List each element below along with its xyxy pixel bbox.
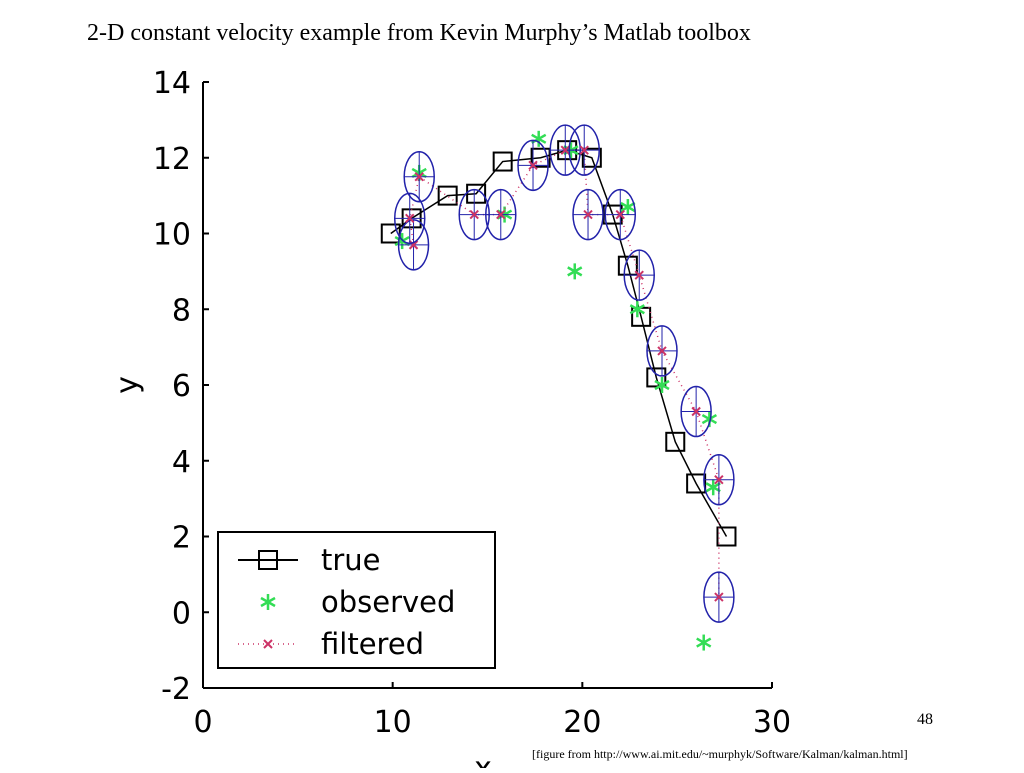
- star-stroke: [701, 414, 718, 425]
- y-tick-label: 14: [153, 66, 191, 101]
- star-stroke: [260, 596, 276, 608]
- filtered-marker: [405, 213, 415, 224]
- filtered-marker: [414, 171, 424, 182]
- observed-marker: [654, 377, 670, 393]
- page-number: 48: [917, 711, 933, 728]
- true-marker: [466, 183, 487, 204]
- y-tick-label: 2: [172, 521, 191, 556]
- y-tick-label: 12: [153, 142, 191, 177]
- star-stroke: [620, 201, 636, 213]
- y-tick-label: -2: [161, 672, 191, 707]
- x-stroke: [560, 145, 570, 155]
- x-stroke: [657, 346, 667, 356]
- x-stroke: [714, 474, 724, 485]
- legend-label: filtered: [321, 627, 424, 661]
- true-marker: [716, 526, 737, 547]
- filtered-marker: [528, 160, 538, 171]
- x-stroke: [414, 171, 424, 182]
- x-tick-label: 20: [563, 705, 601, 740]
- x-stroke: [691, 406, 701, 417]
- x-stroke: [634, 270, 644, 280]
- true-marker: [530, 147, 551, 168]
- star-stroke: [567, 266, 583, 277]
- observed-marker: [696, 634, 712, 651]
- filtered-marker: [714, 592, 724, 602]
- star-stroke: [629, 304, 645, 315]
- legend-marker: [258, 550, 278, 570]
- x-tick-label: 0: [193, 705, 212, 740]
- x-tick-label: 30: [753, 705, 791, 740]
- true-marker: [646, 367, 667, 388]
- observed-marker: [705, 479, 721, 496]
- filtered-marker: [615, 209, 625, 220]
- star-stroke: [705, 482, 721, 493]
- filtered-marker: [634, 270, 644, 280]
- x-stroke: [615, 209, 625, 220]
- observed-marker: [629, 301, 645, 318]
- x-stroke: [408, 240, 419, 250]
- y-tick-label: 10: [153, 218, 191, 253]
- y-tick-label: 6: [172, 369, 191, 404]
- star-stroke: [394, 235, 410, 247]
- x-stroke: [583, 209, 593, 220]
- filtered-marker: [714, 474, 724, 485]
- filtered-marker: [657, 346, 667, 356]
- true-marker: [437, 185, 458, 206]
- x-stroke: [263, 639, 273, 649]
- star-stroke: [531, 133, 547, 144]
- observed-marker: [394, 233, 410, 250]
- filtered-marker: [408, 240, 419, 250]
- filtered-line: [408, 149, 720, 598]
- x-stroke: [579, 145, 589, 155]
- filtered-marker: [579, 145, 589, 155]
- x-stroke: [405, 213, 415, 224]
- x-stroke: [496, 209, 506, 220]
- slide-title: 2-D constant velocity example from Kevin…: [87, 20, 751, 46]
- true-marker: [492, 151, 513, 172]
- true-marker: [686, 473, 707, 494]
- filtered-marker: [560, 145, 570, 155]
- filtered-marker: [469, 209, 479, 220]
- star-stroke: [654, 379, 670, 391]
- y-tick-label: 8: [172, 293, 191, 328]
- x-stroke: [528, 160, 538, 171]
- y-tick-label: 4: [172, 445, 191, 480]
- observed-marker: [531, 130, 547, 147]
- legend-label: true: [321, 543, 381, 577]
- x-axis-label: x: [474, 751, 492, 768]
- true-marker: [665, 431, 686, 452]
- legend-label: observed: [321, 585, 455, 619]
- filtered-marker: [496, 209, 506, 220]
- filtered-marker: [583, 209, 593, 220]
- y-axis-label: y: [110, 376, 145, 394]
- x-stroke: [469, 209, 479, 220]
- legend-marker: [263, 639, 273, 649]
- filtered-marker: [691, 406, 701, 417]
- source-note: [figure from http://www.ai.mit.edu/~murp…: [532, 747, 908, 761]
- x-stroke: [714, 592, 724, 602]
- true-marker: [581, 147, 602, 168]
- legend-marker: [260, 594, 276, 610]
- y-tick-label: 0: [172, 596, 191, 631]
- observed-marker: [567, 263, 583, 280]
- observed-marker: [620, 198, 636, 215]
- star-stroke: [696, 637, 712, 648]
- x-tick-label: 10: [374, 705, 412, 740]
